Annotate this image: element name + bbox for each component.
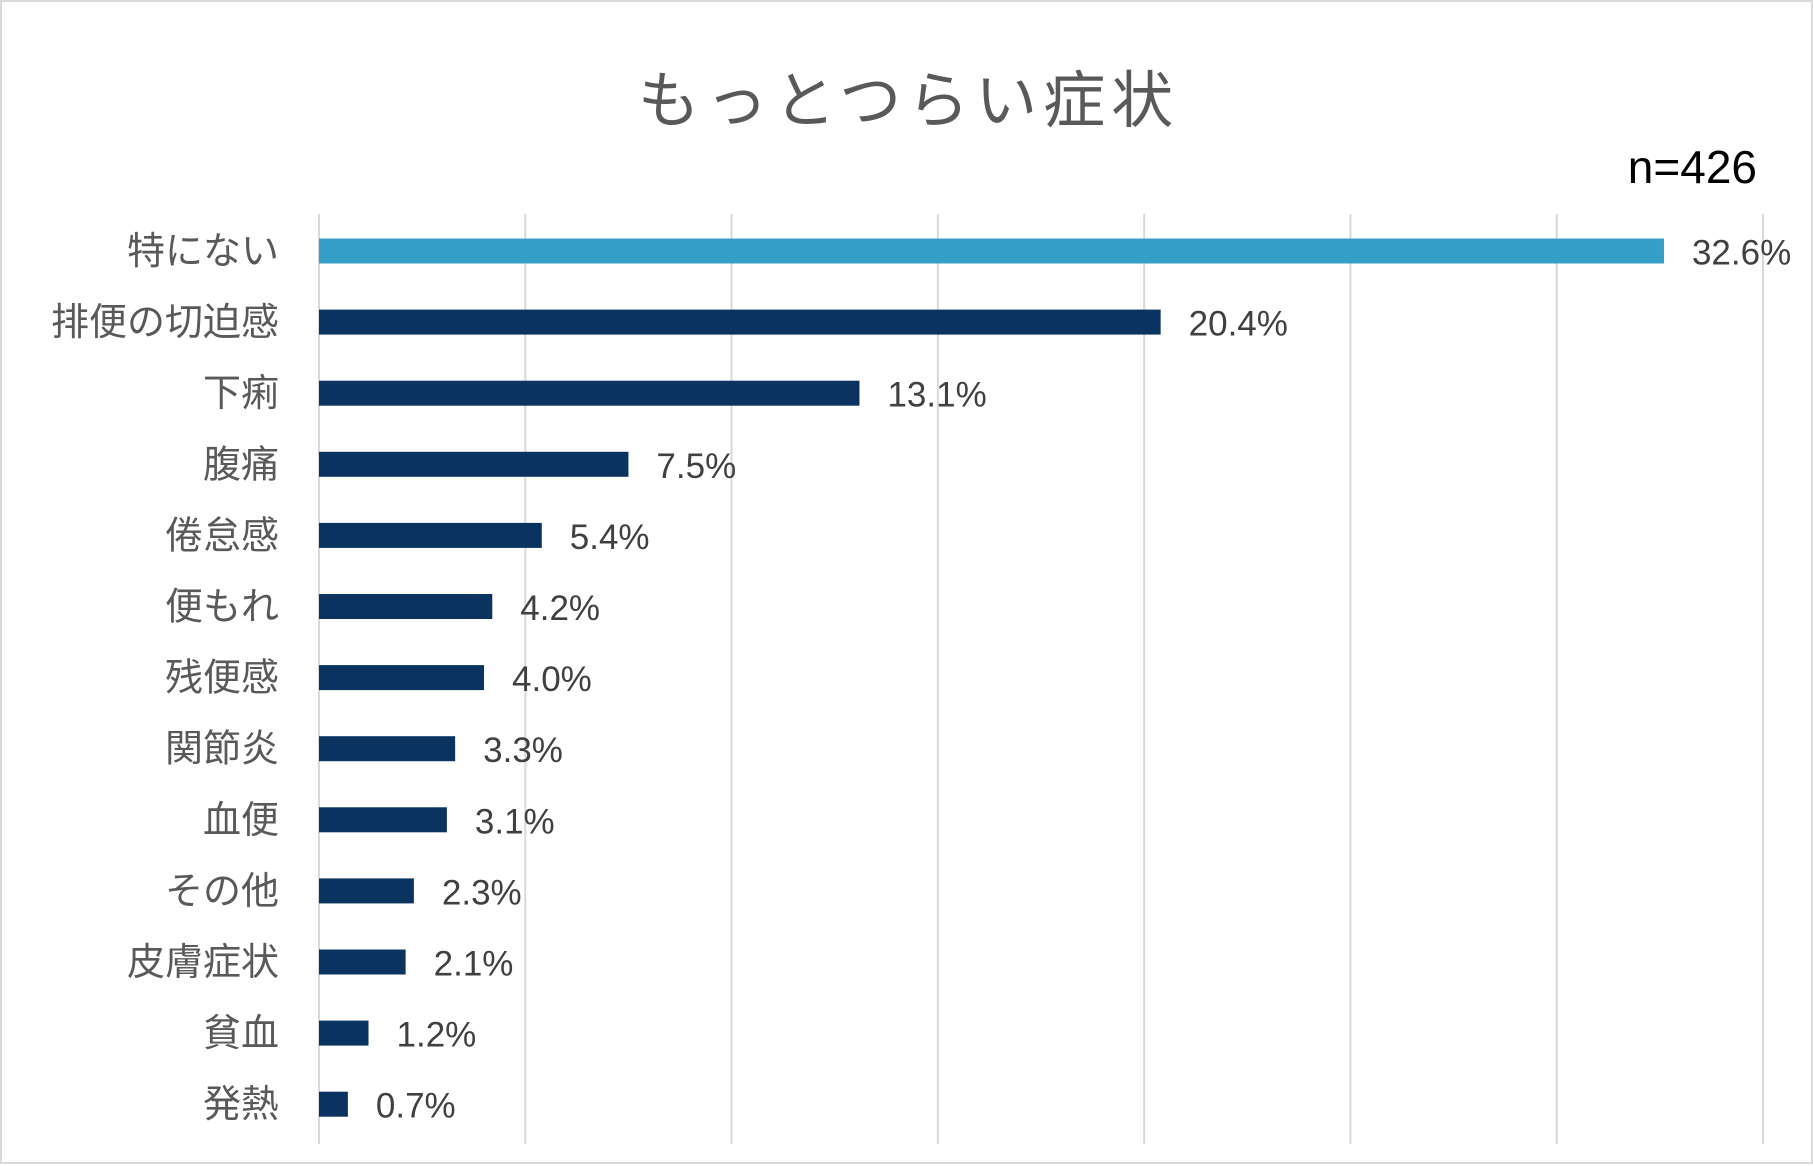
value-label: 3.1% [475,802,555,841]
category-label: 腹痛 [203,442,279,486]
category-label: 発熱 [203,1082,279,1126]
value-label: 20.4% [1189,305,1288,344]
value-label: 2.1% [434,945,514,984]
category-label: 下痢 [203,371,279,415]
bar [319,807,447,833]
value-label: 32.6% [1692,234,1791,273]
category-label: 残便感 [165,656,279,700]
category-label: 貧血 [203,1011,279,1055]
value-label: 7.5% [656,447,736,486]
value-label: 2.3% [442,873,522,912]
bar [319,238,1664,264]
bar [319,309,1161,335]
value-label: 5.4% [570,518,650,557]
gridlines [318,214,1764,1144]
bar [319,522,542,548]
bar [319,665,485,691]
bar [319,949,406,975]
bar [319,1091,348,1117]
value-label: 1.2% [397,1016,477,1055]
chart-title: もっとつらい症状 [637,64,1180,137]
bar [319,878,414,904]
value-label: 13.1% [887,376,986,415]
category-label: 排便の切迫感 [51,300,279,344]
category-label: 血便 [203,798,279,842]
category-label: 便もれ [165,585,279,629]
value-label: 4.2% [520,589,600,628]
value-label: 0.7% [376,1087,456,1126]
bar [319,1020,369,1046]
bar [319,736,456,762]
bar [319,451,629,477]
category-label: 特にない [127,229,279,273]
category-label: 倦怠感 [165,513,279,557]
category-label: 関節炎 [165,727,279,771]
value-label: 3.3% [483,731,563,770]
value-labels: 32.6% 20.4% 13.1% 7.5%5.4% 4.2% 4.0% 3.3% 3.1% 2… [376,234,1791,1126]
sample-size-label: n=426 [1627,141,1757,193]
category-label: その他 [165,869,279,913]
bar [319,594,493,619]
bars [319,238,1664,1117]
value-label: 4.0% [512,660,592,699]
category-label: 皮膚症状 [127,940,279,984]
bar [319,380,860,406]
